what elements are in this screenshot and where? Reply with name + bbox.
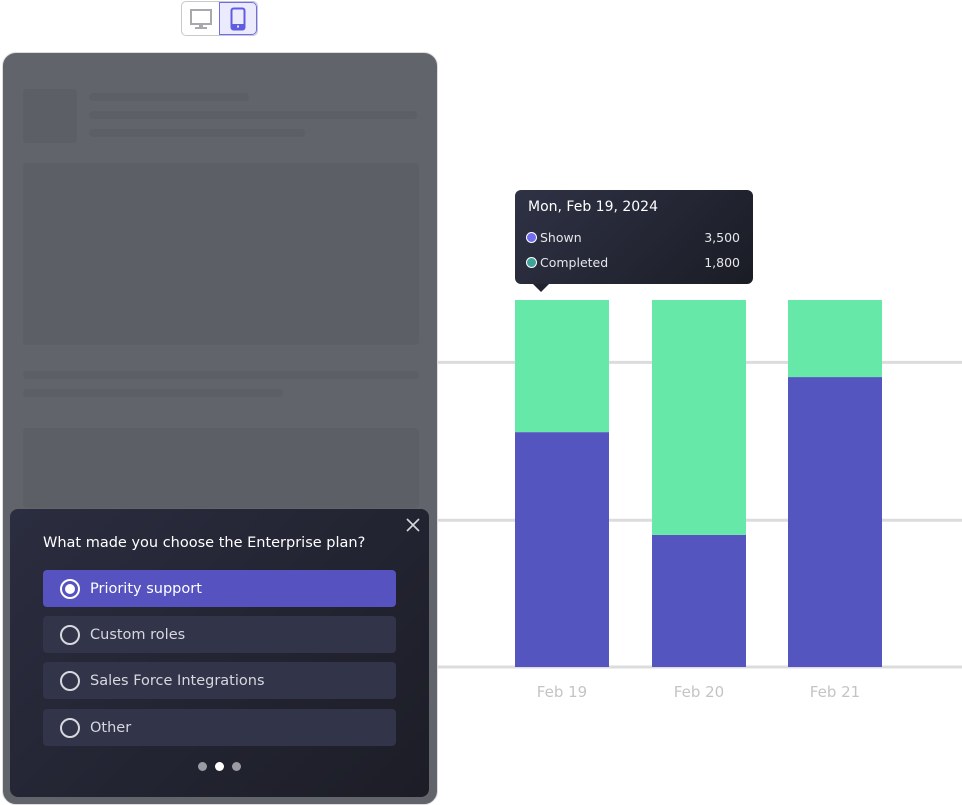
radio-icon bbox=[60, 717, 80, 738]
skeleton-line bbox=[23, 371, 419, 379]
radio-icon bbox=[60, 624, 80, 645]
radio-checked-icon bbox=[60, 578, 80, 599]
bar-completed-feb-19[interactable] bbox=[515, 300, 609, 433]
desktop-icon bbox=[189, 8, 212, 29]
tooltip-label: Shown bbox=[540, 230, 582, 245]
survey-question: What made you choose the Enterprise plan… bbox=[43, 535, 366, 551]
legend-swatch-icon bbox=[526, 232, 537, 243]
skeleton-line bbox=[89, 93, 249, 101]
survey-popup: What made you choose the Enterprise plan… bbox=[10, 509, 429, 797]
mobile-icon bbox=[230, 7, 246, 30]
tooltip-row-completed: Completed 1,800 bbox=[526, 255, 740, 270]
legend-swatch-icon bbox=[526, 257, 537, 268]
x-tick-label: Feb 20 bbox=[673, 683, 725, 701]
pagination-dots bbox=[10, 762, 429, 771]
x-tick-label: Feb 21 bbox=[809, 683, 861, 701]
tooltip-value: 3,500 bbox=[704, 230, 740, 245]
skeleton-line bbox=[23, 389, 283, 397]
skeleton-line bbox=[89, 111, 417, 119]
bar-shown-feb-21[interactable] bbox=[788, 377, 882, 667]
skeleton-block bbox=[23, 163, 419, 345]
option-label: Priority support bbox=[90, 580, 202, 597]
skeleton-line bbox=[89, 129, 305, 137]
tooltip-title: Mon, Feb 19, 2024 bbox=[528, 199, 658, 215]
page-dot[interactable] bbox=[198, 762, 207, 771]
option-label: Custom roles bbox=[90, 626, 186, 643]
radio-icon bbox=[60, 670, 80, 691]
device-toggle bbox=[181, 1, 258, 36]
skeleton-avatar bbox=[23, 89, 77, 143]
bar-shown-feb-20[interactable] bbox=[652, 534, 746, 667]
page-dot-active[interactable] bbox=[215, 762, 224, 771]
x-tick-label: Feb 19 bbox=[536, 683, 588, 701]
skeleton-block bbox=[23, 428, 419, 508]
mobile-view-button[interactable] bbox=[219, 2, 257, 35]
bar-completed-feb-20[interactable] bbox=[652, 300, 746, 535]
option-label: Sales Force Integrations bbox=[90, 672, 265, 689]
option-label: Other bbox=[90, 719, 132, 736]
option-priority-support[interactable]: Priority support bbox=[43, 570, 396, 607]
page-dot[interactable] bbox=[232, 762, 241, 771]
tooltip-row-shown: Shown 3,500 bbox=[526, 230, 740, 245]
tooltip-value: 1,800 bbox=[704, 255, 740, 270]
close-icon[interactable] bbox=[405, 517, 421, 533]
option-custom-roles[interactable]: Custom roles bbox=[43, 616, 396, 653]
desktop-view-button[interactable] bbox=[182, 2, 219, 35]
chart-tooltip: Mon, Feb 19, 2024 Shown 3,500 Completed … bbox=[515, 190, 753, 292]
option-other[interactable]: Other bbox=[43, 709, 396, 746]
bar-completed-feb-21[interactable] bbox=[788, 300, 882, 378]
bar-shown-feb-19[interactable] bbox=[515, 432, 609, 667]
option-sales-force-integrations[interactable]: Sales Force Integrations bbox=[43, 662, 396, 699]
tooltip-label: Completed bbox=[540, 255, 609, 270]
